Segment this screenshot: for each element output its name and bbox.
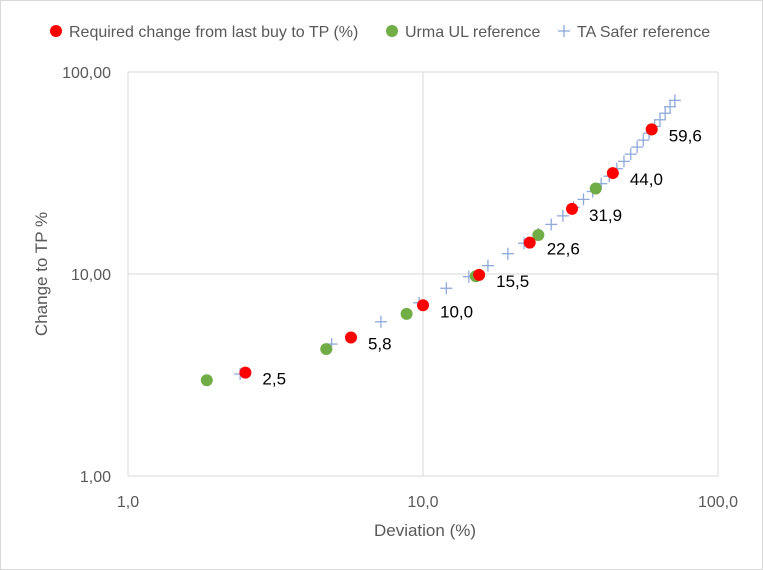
urma-ul-point — [532, 228, 545, 241]
ta-safer-point — [668, 94, 681, 107]
ta-safer-point — [440, 282, 453, 295]
data-label: 22,6 — [547, 240, 580, 259]
ta-safer-point — [577, 193, 590, 206]
x-tick-label: 10,0 — [407, 494, 438, 511]
required-change-point — [523, 236, 536, 249]
data-label: 2,5 — [262, 370, 286, 389]
ta-safer-point — [374, 315, 387, 328]
data-label: 31,9 — [589, 206, 622, 225]
required-change-point — [606, 167, 619, 180]
ta-safer-point — [481, 259, 494, 272]
ta-safer-point — [556, 209, 569, 222]
required-change-point — [645, 123, 658, 136]
legend-label: Required change from last buy to TP (%) — [69, 24, 358, 41]
ta-safer-point — [654, 113, 667, 126]
ta-safer-point — [631, 141, 644, 154]
x-axis-ticks: 1,0 10,0 100,0 — [117, 494, 738, 511]
ta-safer-point — [501, 247, 514, 260]
legend-dot-icon — [386, 25, 398, 37]
required-change-point — [473, 268, 486, 281]
data-label: 44,0 — [630, 170, 663, 189]
data-points — [200, 94, 681, 387]
data-label: 10,0 — [440, 302, 473, 321]
urma-ul-point — [400, 307, 413, 320]
y-tick-label: 10,00 — [71, 267, 111, 284]
y-tick-label: 100,00 — [62, 65, 111, 82]
legend-plus-icon — [558, 25, 570, 37]
legend-dot-icon — [50, 25, 62, 37]
required-change-point — [344, 331, 357, 344]
legend-label: TA Safer reference — [577, 24, 710, 41]
urma-ul-point — [589, 182, 602, 195]
data-label: 5,8 — [368, 334, 392, 353]
y-axis-title: Change to TP % — [32, 212, 51, 336]
urma-ul-point — [200, 374, 213, 387]
y-tick-label: 1,00 — [80, 469, 111, 486]
x-tick-label: 1,0 — [117, 494, 139, 511]
required-change-point — [417, 299, 429, 312]
x-tick-label: 100,0 — [698, 494, 738, 511]
ta-safer-point — [617, 155, 630, 168]
ta-safer-point — [637, 134, 650, 147]
y-axis-ticks: 1,00 10,00 100,00 — [62, 65, 111, 486]
ta-safer-point — [545, 218, 558, 231]
required-change-point — [566, 202, 579, 215]
legend-label: Urma UL reference — [405, 24, 541, 41]
legend: Required change from last buy to TP (%) U… — [50, 24, 710, 41]
gridlines — [127, 71, 719, 477]
ta-safer-point — [659, 107, 672, 120]
x-axis-title: Deviation (%) — [374, 521, 476, 540]
ta-safer-point — [624, 148, 637, 161]
data-label: 15,5 — [496, 272, 529, 291]
required-change-point — [239, 366, 252, 379]
ta-safer-point — [664, 100, 677, 113]
urma-ul-point — [320, 343, 333, 356]
data-labels: 2,5 5,8 10,0 15,5 22,6 31,9 44,0 59,6 — [262, 126, 701, 388]
data-label: 59,6 — [669, 126, 702, 145]
